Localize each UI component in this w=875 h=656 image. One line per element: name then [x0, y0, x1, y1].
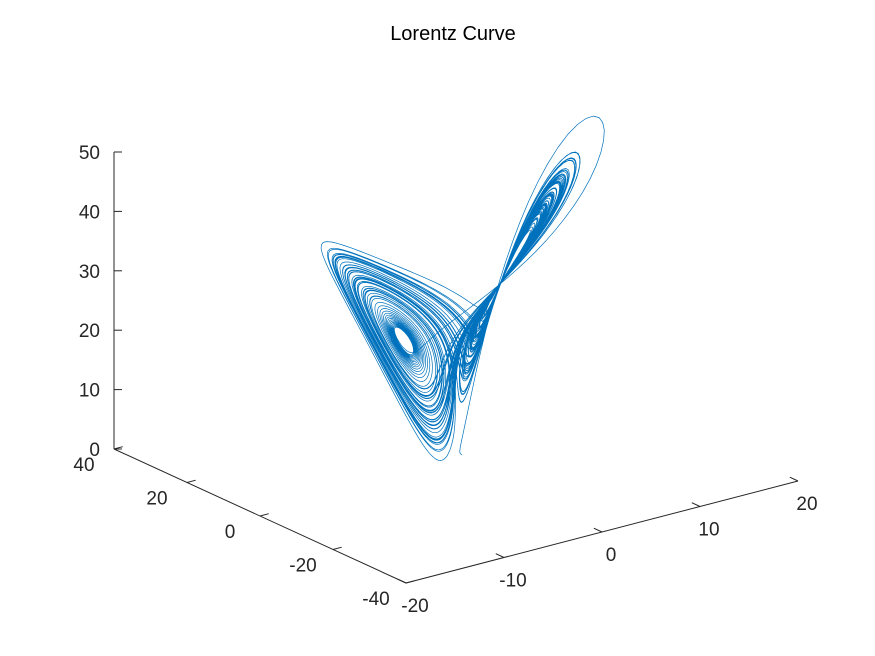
z-tick-label: 30 — [79, 262, 100, 283]
y-tick-mark — [259, 513, 269, 517]
y-tick-mark — [186, 479, 196, 483]
x-tick-label: -10 — [499, 571, 526, 592]
lorenz-curve-series — [320, 115, 605, 461]
x-tick-mark — [397, 578, 407, 584]
x-tick-label: -20 — [401, 596, 428, 617]
z-tick-label: 10 — [79, 381, 100, 402]
x-tick-mark — [593, 527, 603, 533]
z-tick-label: 40 — [79, 202, 100, 223]
chart-title: Lorentz Curve — [390, 23, 516, 45]
y-tick-label: -40 — [362, 589, 389, 610]
y-tick-mark — [332, 546, 342, 550]
x-tick-label: 20 — [796, 494, 817, 515]
y-tick-label: 20 — [146, 489, 167, 510]
x-tick-mark — [691, 502, 701, 507]
y-tick-label: 40 — [73, 455, 94, 476]
z-tick-label: 0 — [89, 440, 100, 461]
x-tick-label: 10 — [698, 520, 719, 541]
x-tick-mark — [789, 476, 799, 482]
y-tick-mark — [405, 580, 415, 584]
y-tick-label: 0 — [225, 522, 236, 543]
x-tick-mark — [495, 553, 505, 558]
z-tick-label: 50 — [79, 143, 100, 164]
z-tick-label: 20 — [79, 321, 100, 342]
axes — [113, 151, 799, 584]
y-tick-label: -20 — [289, 556, 316, 577]
x-tick-label: 0 — [606, 545, 617, 566]
